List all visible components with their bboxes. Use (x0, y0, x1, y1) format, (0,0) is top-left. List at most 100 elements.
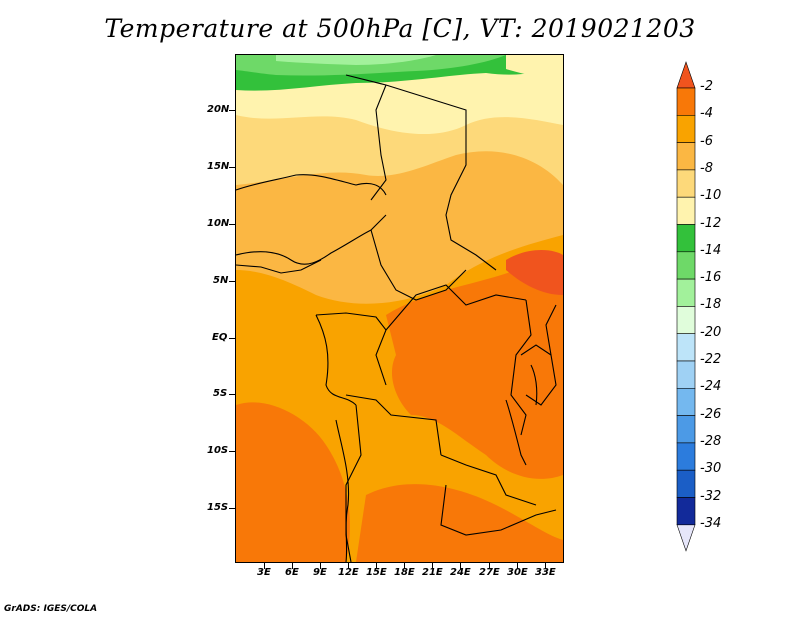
footer-credit: GrADS: IGES/COLA (4, 604, 98, 614)
lon-label: 6E (285, 567, 299, 578)
colorbar-swatch (676, 469, 696, 498)
lon-label: 21E (422, 567, 443, 578)
colorbar-label: -32 (700, 488, 722, 504)
lon-tick-mark (292, 563, 293, 569)
colorbar-top-arrow (676, 61, 696, 89)
lat-tick-mark (229, 281, 235, 282)
lon-label: 24E (450, 567, 471, 578)
lon-tick-mark (460, 563, 461, 569)
border-line (520, 344, 557, 406)
colorbar-label: -18 (700, 297, 722, 313)
lon-label: 18E (394, 567, 415, 578)
field-cream-ne (506, 55, 563, 80)
colorbar-swatch (676, 251, 696, 280)
lat-label: 10N (207, 218, 230, 229)
colorbar-label: -30 (700, 461, 722, 477)
colorbar-label: -34 (700, 515, 722, 531)
border-line (440, 484, 557, 536)
lake-outline (530, 364, 538, 406)
lon-label: 27E (479, 567, 500, 578)
colorbar-label: -6 (700, 133, 713, 149)
colorbar-swatch (676, 415, 696, 444)
lat-tick-mark (229, 167, 235, 168)
colorbar-swatch (676, 169, 696, 198)
lon-label: 12E (338, 567, 359, 578)
colorbar-swatch (676, 224, 696, 253)
border-line (510, 299, 532, 436)
colorbar (676, 61, 696, 552)
colorbar-swatch (676, 114, 696, 143)
lat-label: 5N (213, 275, 229, 286)
lat-label: 10S (207, 445, 229, 456)
coastline (315, 314, 357, 406)
lon-label: 9E (313, 567, 327, 578)
lon-tick-mark (404, 563, 405, 569)
lon-tick-mark (348, 563, 349, 569)
lat-tick-mark (229, 110, 235, 111)
lon-tick-mark (320, 563, 321, 569)
colorbar-swatch (676, 142, 696, 171)
colorbar-label: -8 (700, 160, 713, 176)
colorbar-label: -14 (700, 242, 722, 258)
colorbar-swatch (676, 196, 696, 225)
lat-tick-mark (229, 338, 235, 339)
lat-label: 15N (207, 161, 230, 172)
border-line (236, 259, 322, 274)
border-line (345, 74, 497, 271)
lon-label: 30E (507, 567, 528, 578)
colorbar-label: -16 (700, 270, 722, 286)
lon-tick-mark (432, 563, 433, 569)
border-line (440, 454, 537, 506)
coastline (335, 419, 350, 562)
colorbar-label: -10 (700, 188, 722, 204)
colorbar-swatch (676, 442, 696, 471)
lon-tick-mark (264, 563, 265, 569)
field-warm-patch-sw (236, 402, 350, 562)
lat-tick-mark (229, 451, 235, 452)
lat-label: 15S (207, 502, 229, 513)
lat-tick-mark (229, 508, 235, 509)
colorbar-label: -24 (700, 379, 722, 395)
lon-tick-mark (517, 563, 518, 569)
colorbar-label: -26 (700, 406, 722, 422)
border-line (370, 229, 467, 301)
field-hot-spot (506, 250, 563, 295)
lon-tick-mark (489, 563, 490, 569)
lon-label: 3E (257, 567, 271, 578)
lat-label: 5S (213, 388, 228, 399)
colorbar-label: -2 (700, 79, 713, 94)
field-band-green-light (276, 55, 436, 65)
border-line (370, 84, 387, 201)
lat-label: 20N (207, 104, 230, 115)
colorbar-label: -28 (700, 433, 722, 449)
field-warm-patch-center (386, 264, 563, 479)
colorbar-swatch (676, 87, 696, 116)
colorbar-label: -12 (700, 215, 722, 231)
lat-label: EQ (212, 332, 228, 343)
border-line (345, 394, 442, 456)
lat-tick-mark (229, 224, 235, 225)
colorbar-swatch (676, 306, 696, 334)
colorbar-bottom-arrow (676, 524, 696, 552)
colorbar-swatch (676, 278, 696, 307)
temperature-map (235, 54, 564, 563)
lat-tick-mark (229, 394, 235, 395)
lon-tick-mark (545, 563, 546, 569)
lake-outline (505, 399, 527, 466)
colorbar-label: -20 (700, 324, 722, 340)
colorbar-label: -22 (700, 352, 722, 367)
colorbar-swatch (676, 387, 696, 416)
border-line (345, 404, 362, 562)
colorbar-swatch (676, 360, 696, 389)
border-line (315, 312, 387, 386)
border-line (236, 214, 387, 265)
lon-tick-mark (376, 563, 377, 569)
field-warm-patch-s (356, 484, 563, 562)
lon-label: 33E (535, 567, 556, 578)
colorbar-swatch (676, 333, 696, 362)
border-line (545, 304, 557, 356)
colorbar-label: -4 (700, 106, 713, 122)
lon-label: 15E (366, 567, 387, 578)
border-line (385, 284, 527, 331)
map-title: Temperature at 500hPa [C], VT: 201902120… (104, 14, 696, 43)
